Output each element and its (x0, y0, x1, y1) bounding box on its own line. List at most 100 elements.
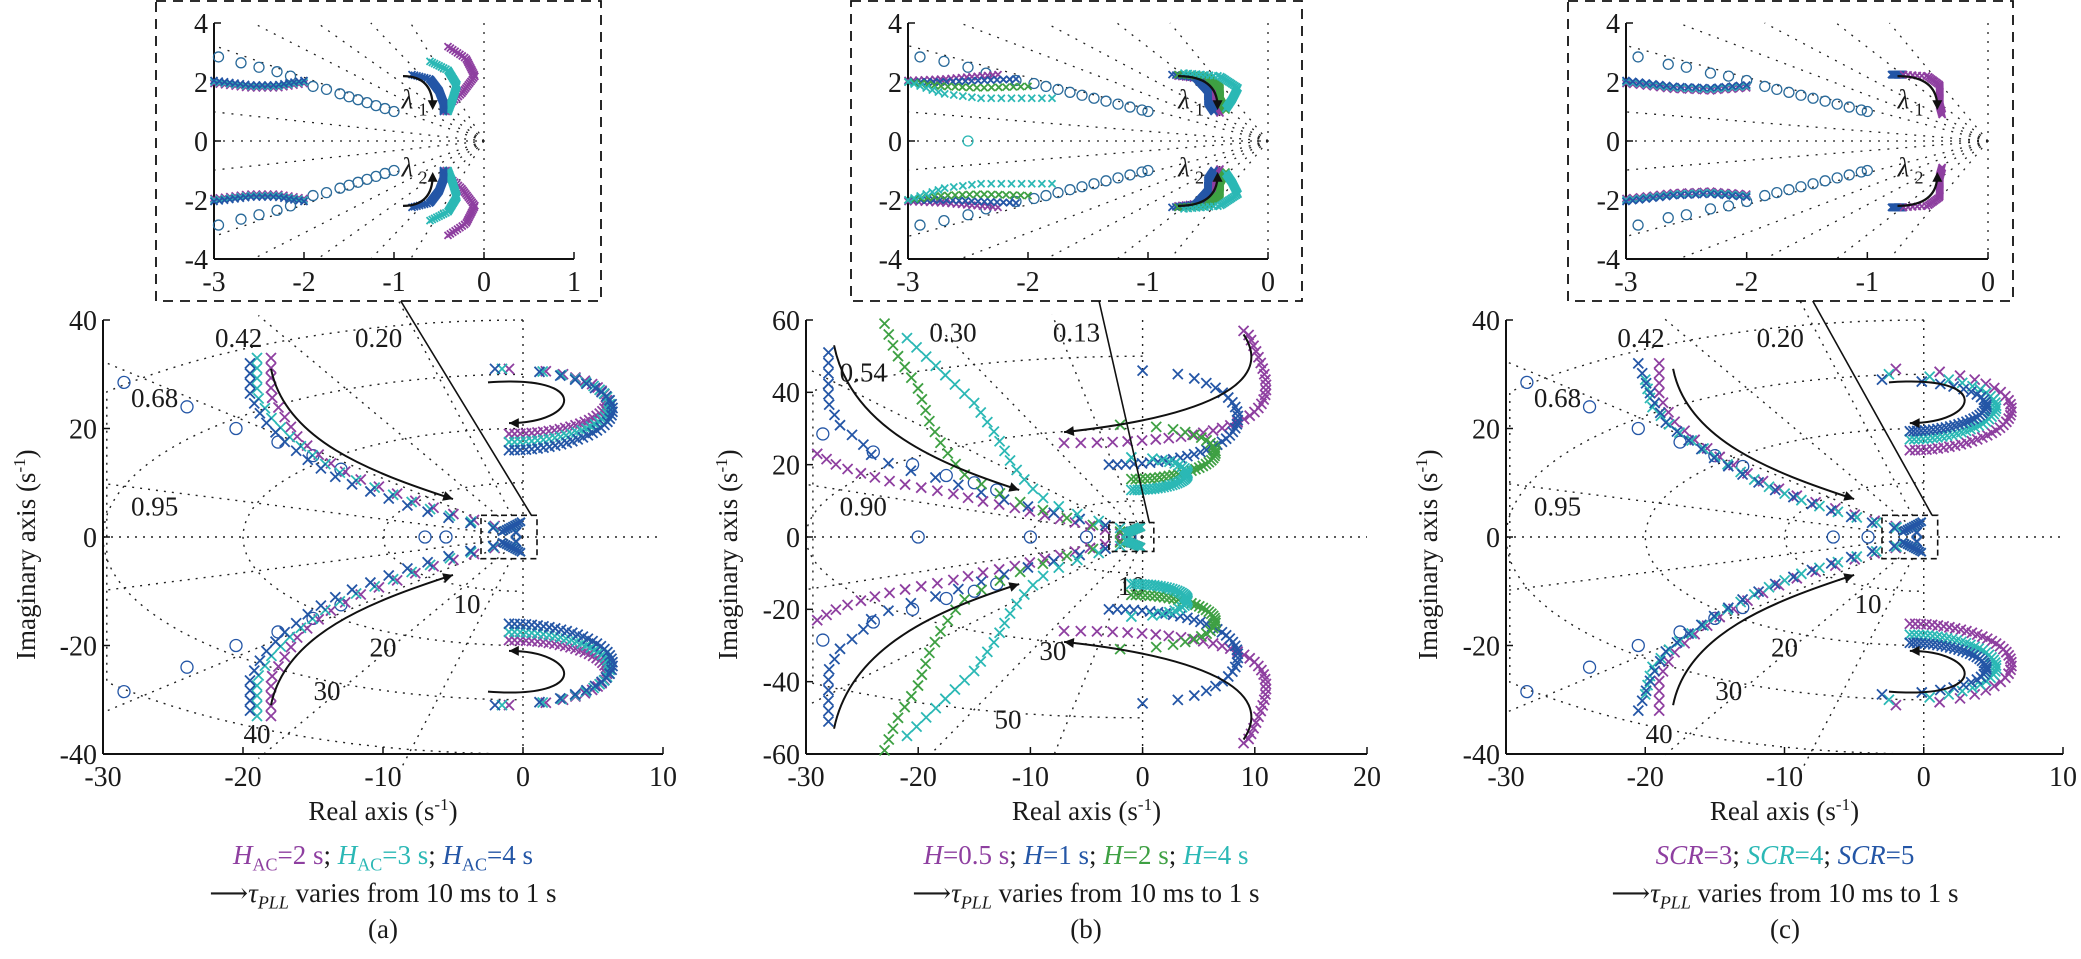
pole-marker (958, 674, 971, 686)
pole-marker (1657, 665, 1669, 678)
pole-marker (1660, 645, 1672, 658)
pole-marker (1200, 604, 1212, 616)
y-axis-label-text: Imaginary axis (s (11, 472, 41, 660)
pole-marker (1695, 619, 1708, 631)
pole-marker (1014, 496, 1026, 508)
inset-pole-marker (965, 190, 974, 199)
pole-marker (1150, 641, 1162, 653)
x-tick-label: 0 (1981, 267, 1995, 298)
legend-symbol: SCR (1837, 840, 1886, 870)
pole-marker (1181, 612, 1194, 624)
inset-zero-marker (1142, 164, 1154, 177)
inset-zero-marker (1112, 98, 1124, 110)
inset-zero-marker (1759, 189, 1771, 202)
y-axis-label-text: Imaginary axis (s (1413, 472, 1443, 660)
inset-pole-marker (1648, 191, 1658, 200)
pole-marker (1209, 382, 1222, 394)
pole-marker (1186, 429, 1199, 441)
legend-symbol: H (1183, 840, 1203, 870)
pole-marker (1075, 437, 1087, 449)
inset-pole-marker (1648, 82, 1658, 91)
pole-marker (988, 425, 1000, 438)
y-tick-label: 0 (1486, 523, 1500, 554)
pole-marker (1194, 616, 1207, 628)
pole-marker (1795, 494, 1808, 506)
zero-marker (1861, 530, 1875, 544)
pole-marker (251, 372, 263, 384)
pole-marker (503, 428, 515, 440)
zero-marker (905, 602, 920, 616)
inset-pole-marker (299, 197, 309, 206)
pole-marker (998, 493, 1010, 506)
x-tick-label: -1 (1856, 267, 1879, 298)
y-axis-label-unit: -1 (1412, 458, 1431, 473)
pole-marker (1883, 368, 1895, 380)
inset-zero-marker (1807, 178, 1819, 190)
pole-marker (1845, 511, 1857, 523)
y-tick-label: 60 (772, 306, 800, 337)
pole-marker (975, 478, 988, 490)
y-tick-label: 40 (1472, 306, 1500, 337)
inset-pole-marker (940, 89, 949, 99)
inset-pole-marker (1669, 83, 1678, 92)
pole-marker (841, 599, 854, 611)
pole-marker (841, 463, 854, 475)
pole-marker (822, 388, 835, 400)
inset-pole-marker (1691, 86, 1700, 95)
x-axis-label-unit: -1 (1137, 795, 1153, 814)
pole-marker (1153, 471, 1166, 484)
inset-pole-marker (909, 79, 919, 89)
legend-entry: H=4 s (1183, 840, 1248, 870)
inset-damping-ray (1678, 140, 1989, 260)
x-tick-label: -10 (364, 762, 401, 793)
pole-marker (823, 663, 835, 675)
pole-marker (1655, 652, 1667, 664)
damping-label: 0.95 (131, 491, 178, 521)
pole-marker (269, 426, 282, 438)
x-tick-label: 1 (567, 267, 581, 298)
pole-marker (1111, 458, 1123, 471)
pole-marker (981, 646, 993, 658)
pole-marker (302, 608, 314, 620)
pole-marker (1139, 589, 1151, 601)
damping-ray (805, 483, 1143, 538)
inset-pole-marker (1684, 190, 1693, 200)
pole-marker (931, 577, 944, 589)
lambda2-subscript: 2 (1195, 167, 1204, 187)
trend-arrow (270, 368, 454, 500)
pole-marker (1106, 626, 1119, 638)
inset-pole-marker (1635, 194, 1644, 203)
x-axis-label: Real axis (s-1) (1011, 795, 1162, 826)
pole-marker (533, 366, 546, 378)
pole-marker (820, 609, 833, 621)
pole-marker (869, 590, 881, 603)
inset-damping-ray (213, 111, 485, 142)
pole-marker (244, 694, 256, 707)
damping-label: 0.13 (1053, 318, 1100, 348)
pole-marker (869, 471, 881, 484)
lambda2-arrow-head (1932, 171, 1943, 182)
inset-zero-marker (1064, 184, 1076, 196)
pole-marker (899, 583, 911, 596)
pole-marker (1146, 609, 1159, 622)
pole-marker (1904, 637, 1916, 649)
legend-separator: ; (1009, 840, 1024, 870)
legend-symbol: SCR (1746, 840, 1795, 870)
pole-marker (401, 562, 414, 575)
pole-marker (1988, 680, 2000, 692)
trend-arrow (487, 380, 566, 425)
pole-marker (254, 655, 266, 667)
pole-marker (899, 701, 911, 713)
lambda1-label: λ (401, 85, 414, 115)
inset-pole-marker (961, 196, 970, 206)
pole-marker (1122, 626, 1134, 639)
pole-marker (1087, 519, 1099, 531)
inset-zero-marker (320, 83, 333, 96)
tau-subscript: PLL (960, 892, 992, 913)
legend-symbol: H (442, 840, 463, 870)
y-tick-label: 4 (194, 9, 208, 40)
inset-zero-marker (1795, 89, 1807, 101)
zero-marker (816, 633, 830, 647)
pole-marker (265, 710, 277, 722)
trend-arrow-head (442, 491, 453, 501)
